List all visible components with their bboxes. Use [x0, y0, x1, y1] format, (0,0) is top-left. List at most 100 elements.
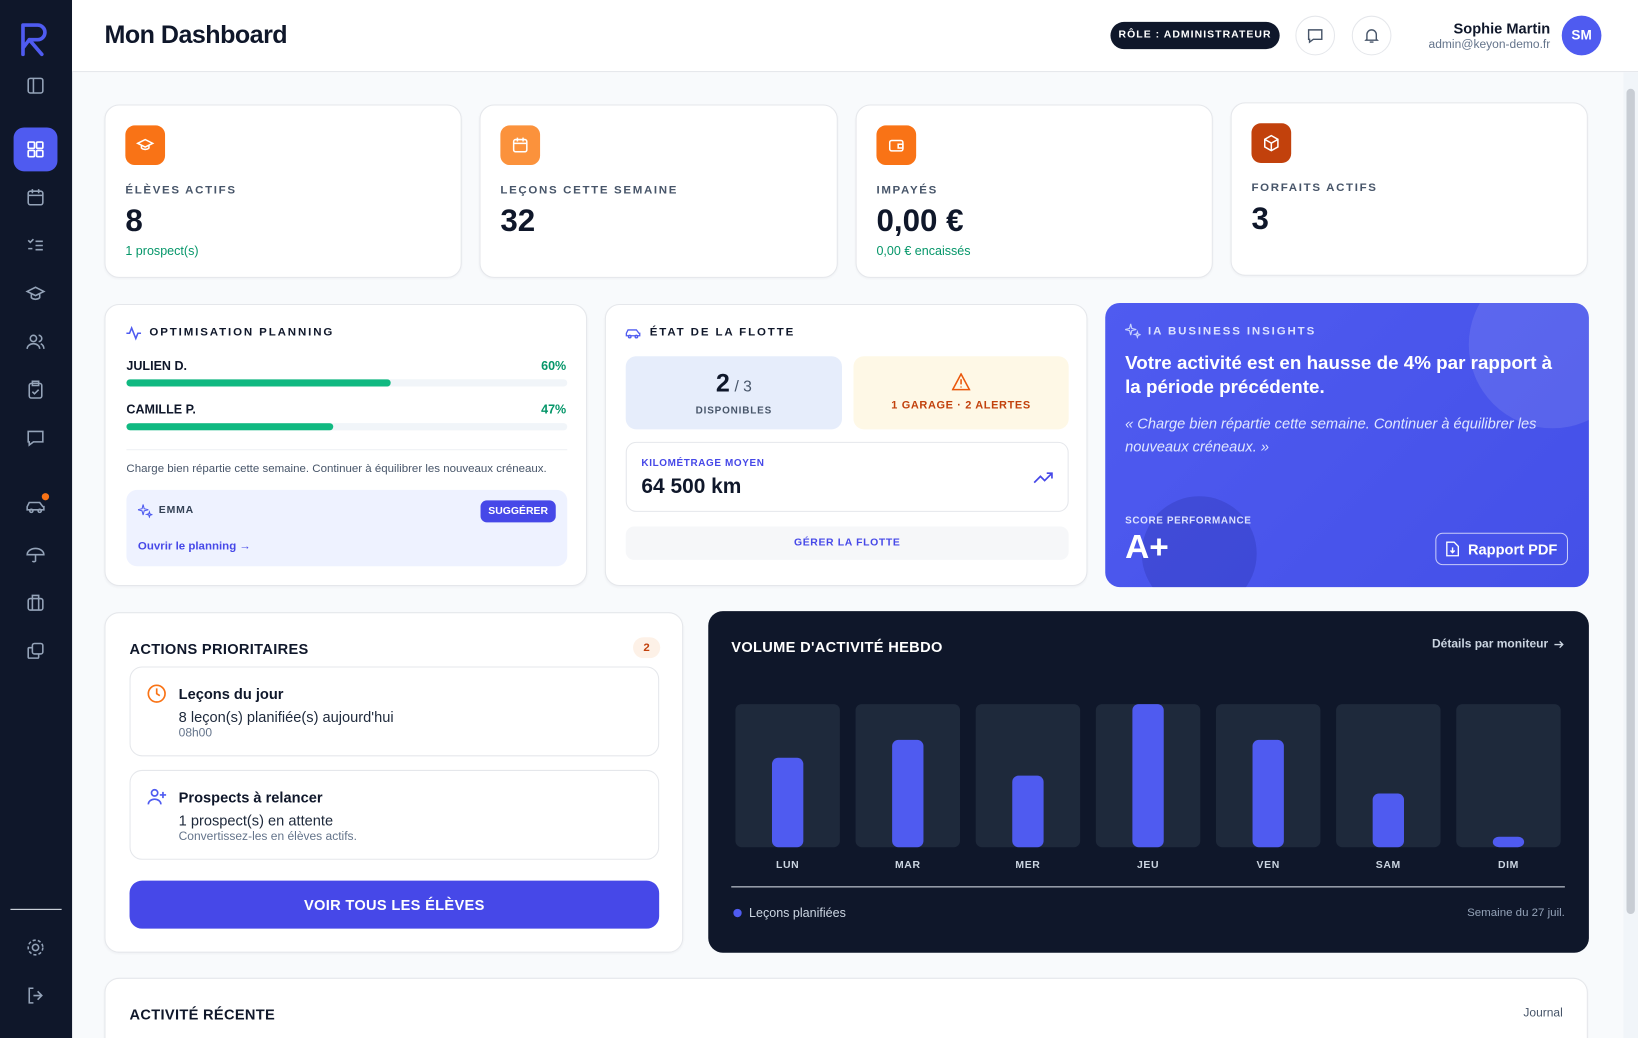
sidebar — [0, 0, 73, 1038]
messages-icon — [1307, 29, 1323, 44]
actions-card: ACTIONS PRIORITAIRES 2 Leçons du jour 8 … — [104, 612, 684, 953]
x-tick-label: DIM — [1498, 860, 1519, 871]
section-title: ÉTAT DE LA FLOTTE — [649, 325, 796, 339]
stat-card: LEÇONS CETTE SEMAINE 32 — [479, 104, 838, 278]
journal-link[interactable]: Journal — [1523, 1007, 1563, 1020]
sidebar-divider — [10, 908, 62, 910]
x-tick-label: LUN — [776, 860, 799, 871]
planning-link[interactable]: Ouvrir le planning → — [137, 540, 251, 553]
nav-business[interactable] — [25, 592, 46, 613]
nav-insurance[interactable] — [25, 544, 46, 565]
suggest-button[interactable]: SUGGÉRER — [480, 500, 556, 523]
insights-card: IA BUSINESS INSIGHTS Votre activité est … — [1105, 302, 1589, 588]
stat-icon — [876, 125, 917, 166]
stat-label: IMPAYÉS — [876, 183, 938, 197]
chart-link-label: Détails par moniteur — [1431, 638, 1549, 651]
avatar[interactable]: SM — [1561, 15, 1602, 56]
stat-value: 32 — [500, 203, 536, 239]
stat-value: 0,00 € — [876, 203, 964, 239]
wallet-icon — [888, 139, 904, 152]
x-tick-label: MER — [1015, 860, 1040, 871]
nav-tasks[interactable] — [25, 235, 46, 256]
nav-exams[interactable] — [25, 379, 46, 400]
notifications-button[interactable] — [1351, 15, 1392, 56]
fleet-button[interactable]: GÉRER LA FLOTTE — [625, 526, 1069, 560]
pdf-icon — [1446, 541, 1460, 557]
arrow-icon — [1554, 640, 1564, 649]
user-plus-icon — [147, 788, 167, 805]
scrollbar — [1623, 72, 1638, 1038]
stat-card: ÉLÈVES ACTIFS 8 1 prospect(s) — [104, 104, 462, 278]
action-sub: Convertissez-les en élèves actifs. — [178, 830, 357, 844]
availability-label: DISPONIBLES — [695, 405, 773, 417]
decor-circle — [1141, 496, 1257, 588]
progress-track — [126, 379, 568, 387]
staff-name: JULIEN D. — [126, 358, 188, 373]
nav-calendar[interactable] — [25, 187, 46, 208]
count-badge: 2 — [633, 637, 661, 659]
score-value: A+ — [1125, 527, 1169, 566]
alerts-box: 1 GARAGE · 2 ALERTES — [853, 356, 1069, 430]
availability: 2 / 3 — [626, 370, 842, 399]
students-button[interactable]: VOIR TOUS LES ÉLÈVES — [129, 880, 660, 929]
notification-dot — [41, 493, 50, 501]
nav-active[interactable] — [13, 127, 58, 172]
chart-card: VOLUME D'ACTIVITÉ HEBDO Détails par moni… — [708, 611, 1589, 953]
stat-note: 1 prospect(s) — [125, 243, 199, 259]
bar — [1372, 793, 1404, 848]
planning-card: OPTIMISATION PLANNING JULIEN D. 60% CAMI… — [104, 303, 588, 587]
insights-quote: « Charge bien répartie cette semaine. Co… — [1125, 414, 1537, 455]
nav-fleet[interactable] — [25, 496, 46, 517]
nav-students[interactable] — [25, 283, 46, 304]
nav-messages[interactable] — [25, 427, 46, 448]
insights-title: IA BUSINESS INSIGHTS — [1148, 324, 1317, 338]
sparkle-icon — [1125, 323, 1141, 339]
assistant-box: EMMA SUGGÉRER Ouvrir le planning → — [126, 489, 568, 567]
stat-card: FORFAITS ACTIFS 3 — [1230, 102, 1588, 276]
chart-footnote: Semaine du 27 juil. — [1467, 906, 1565, 920]
stat-value: 8 — [125, 203, 143, 239]
user-email: admin@keyon-demo.fr — [1428, 38, 1551, 52]
stat-label: LEÇONS CETTE SEMAINE — [500, 183, 679, 197]
availability-box: 2 / 3 DISPONIBLES — [625, 356, 842, 430]
bar — [1252, 739, 1284, 848]
nav-dashboard[interactable] — [25, 139, 46, 160]
chart-title: VOLUME D'ACTIVITÉ HEBDO — [731, 638, 943, 655]
staff-name: CAMILLE P. — [126, 402, 196, 417]
package-icon — [1263, 134, 1279, 152]
stat-card: IMPAYÉS 0,00 € 0,00 € encaissés — [855, 104, 1213, 278]
stat-label: ÉLÈVES ACTIFS — [125, 183, 237, 197]
pulse-icon — [126, 325, 142, 341]
warning-icon — [951, 372, 971, 391]
section-title: ACTIONS PRIORITAIRES — [129, 640, 309, 658]
messages-button[interactable] — [1295, 15, 1336, 56]
action-item[interactable]: Leçons du jour 8 leçon(s) planifiée(s) a… — [129, 666, 660, 757]
planning-note: Charge bien répartie cette semaine. Cont… — [126, 462, 547, 476]
nav-settings[interactable] — [25, 937, 46, 958]
chart-link[interactable]: Détails par moniteur — [1432, 638, 1564, 651]
report-button[interactable]: Rapport PDF — [1435, 532, 1569, 566]
x-tick-label: MAR — [895, 860, 921, 871]
available-count: 2 — [715, 369, 730, 399]
action-text: 8 leçon(s) planifiée(s) aujourd'hui — [178, 708, 394, 725]
report-button-label: Rapport PDF — [1467, 540, 1558, 558]
nav-documents[interactable] — [25, 640, 46, 661]
nav-logout[interactable] — [25, 985, 46, 1006]
x-tick-label: VEN — [1257, 860, 1280, 871]
cap-icon — [136, 138, 155, 151]
score-label: SCORE PERFORMANCE — [1125, 515, 1252, 527]
x-tick-label: SAM — [1376, 860, 1401, 871]
progress-fill — [126, 423, 334, 431]
bar — [1492, 836, 1525, 848]
recent-card: ACTIVITÉ RÉCENTE Journal — [104, 977, 1588, 1038]
section-title: ACTIVITÉ RÉCENTE — [129, 1005, 276, 1023]
stat-label: FORFAITS ACTIFS — [1251, 181, 1378, 195]
nav-users[interactable] — [25, 331, 46, 352]
action-item[interactable]: Prospects à relancer 1 prospect(s) en at… — [129, 769, 660, 860]
clock-icon — [147, 684, 166, 703]
scrollbar-thumb[interactable] — [1626, 88, 1635, 915]
alerts-text: 1 GARAGE · 2 ALERTES — [891, 399, 1031, 412]
collapse-icon[interactable] — [25, 75, 46, 96]
sparkle-icon — [137, 504, 153, 519]
